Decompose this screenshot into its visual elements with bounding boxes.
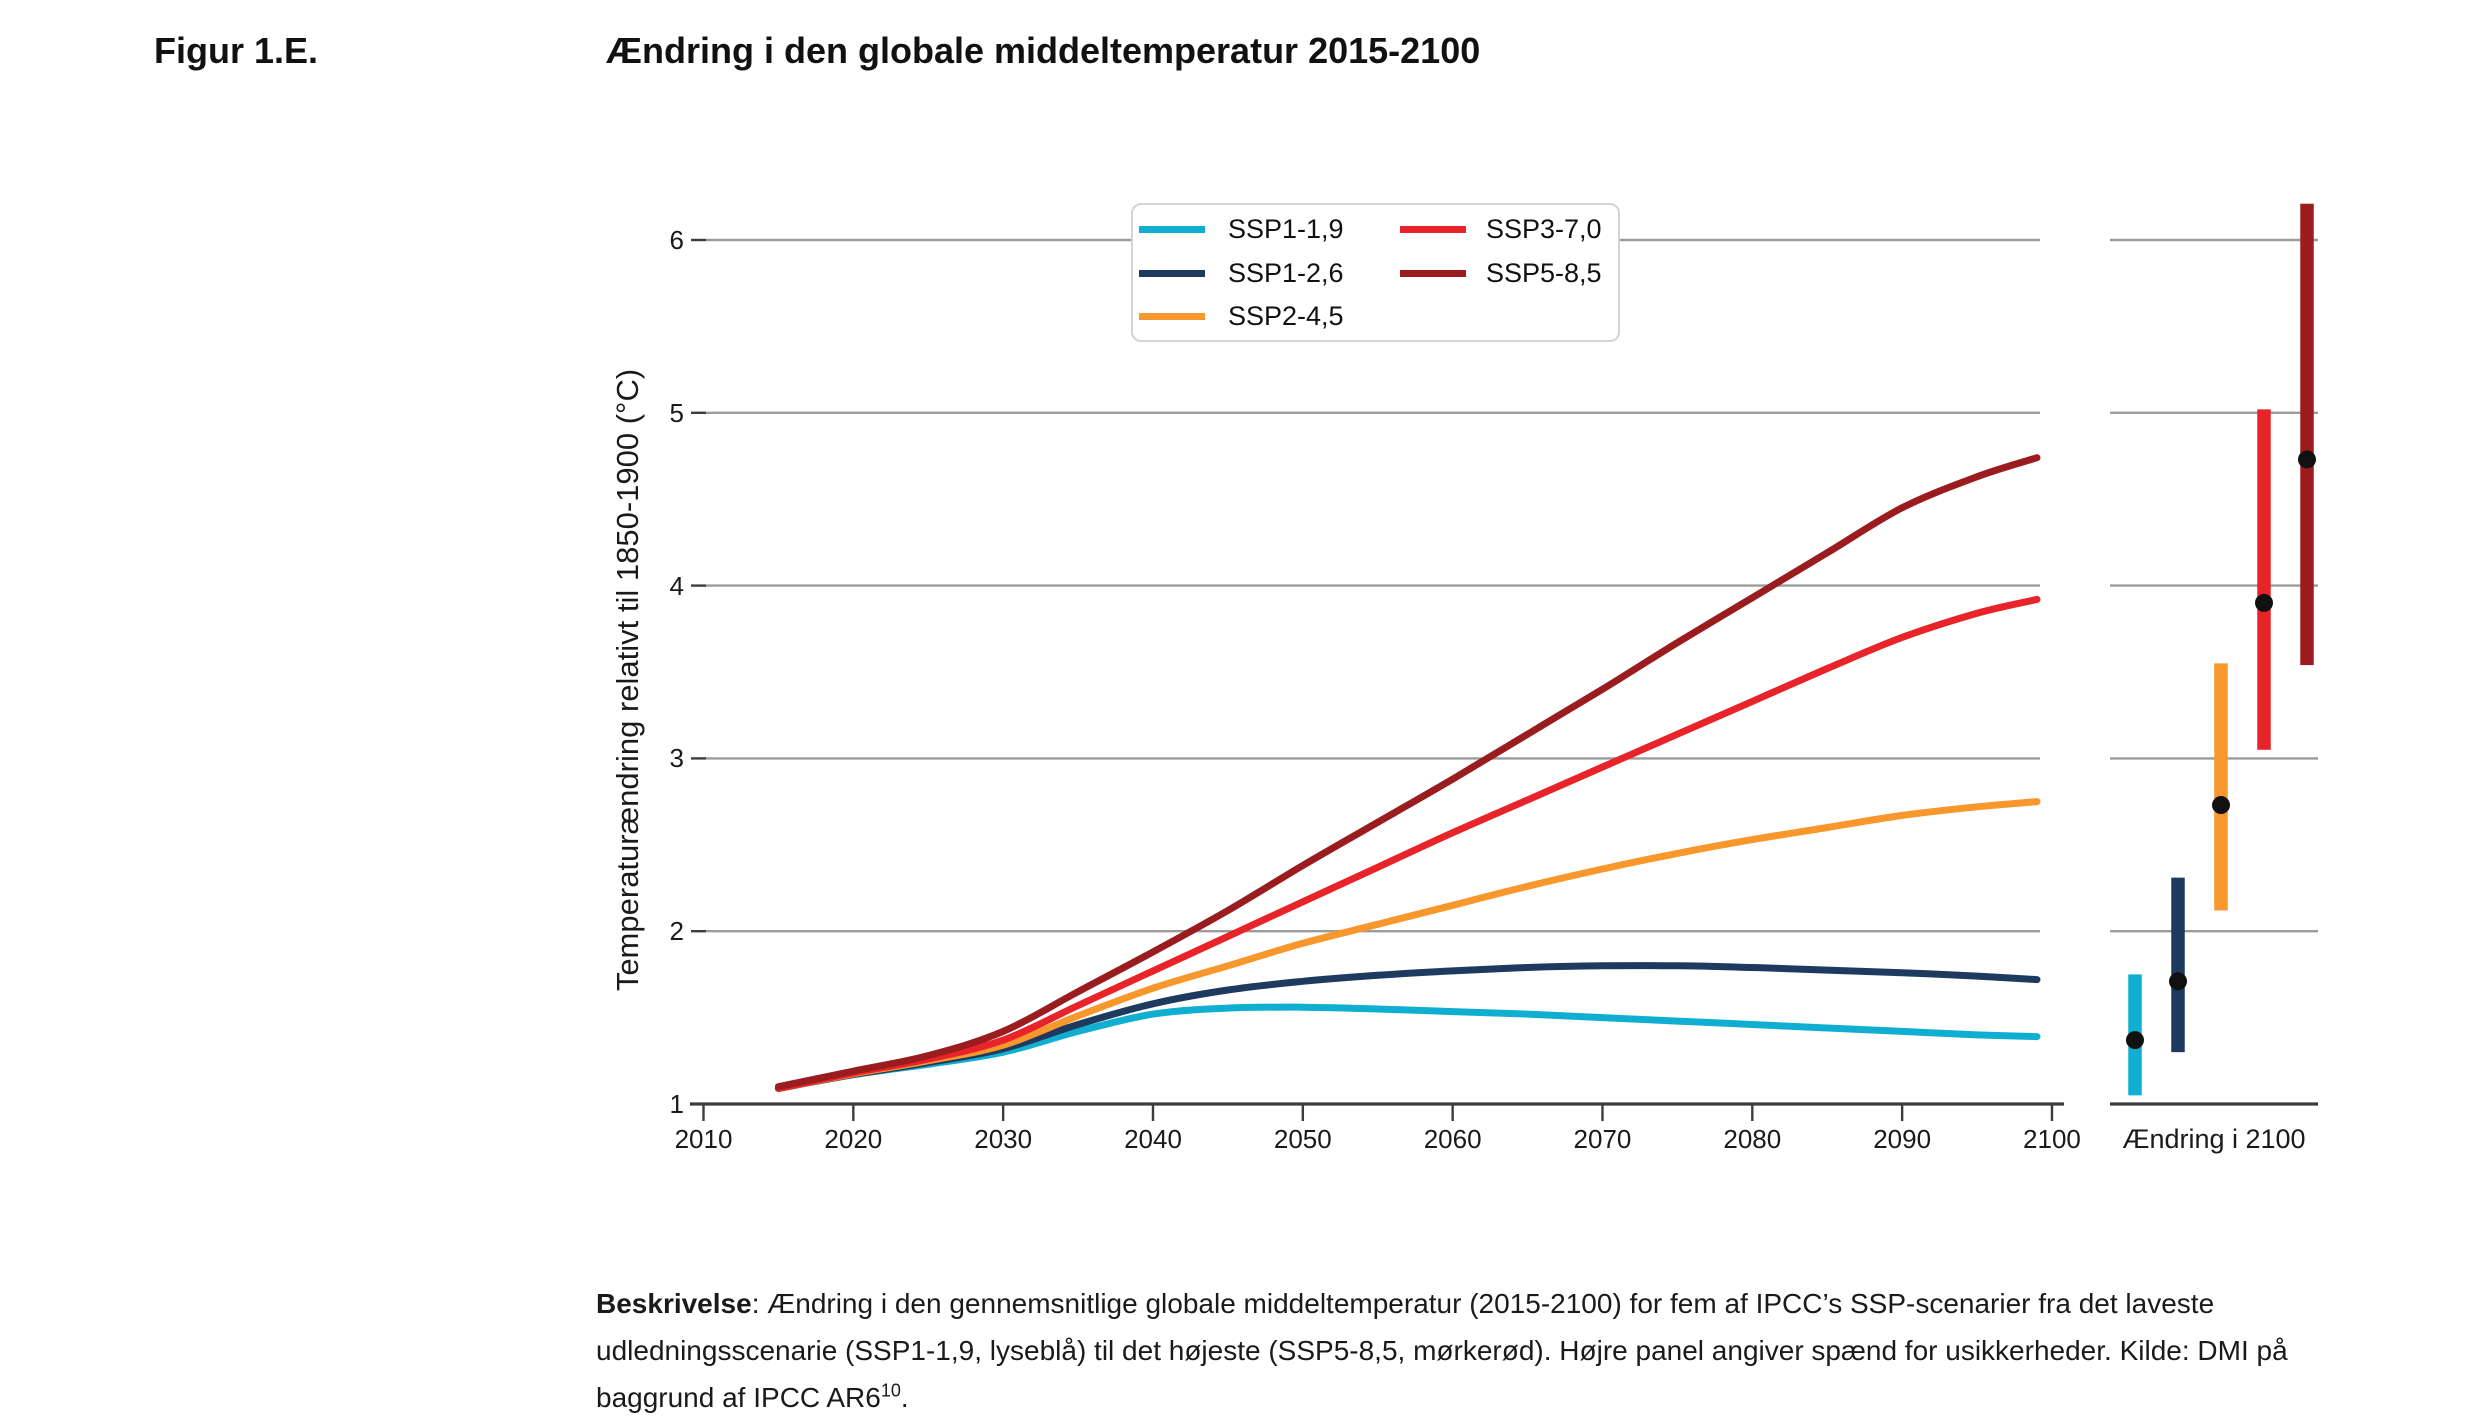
y-tick-label-3: 3 [669, 743, 684, 774]
description-line-1-text: : Ændring i den gennemsnitlige globale m… [751, 1288, 2215, 1319]
legend-swatch-SSP1-1,9 [1139, 226, 1205, 233]
x-tick-label-2060: 2060 [1423, 1124, 1482, 1154]
y-axis-title: Temperaturændring relativt til 1850-1900… [610, 368, 645, 992]
uncertainty-bar-SSP5-8,5 [2300, 203, 2314, 666]
y-tick-label-4: 4 [669, 570, 684, 601]
y-tick-label-6: 6 [669, 225, 684, 255]
description-line-1: Beskrivelse: Ændring i den gennemsnitlig… [596, 1280, 2376, 1327]
x-tick-label-2080: 2080 [1723, 1124, 1782, 1154]
figure-label: Figur 1.E. [154, 30, 319, 71]
series-line-SSP5-8,5 [774, 454, 2041, 1091]
series-line-SSP3-7,0 [774, 595, 2041, 1092]
figure-title: Ændring i den globale middeltemperatur 2… [606, 30, 1481, 71]
legend-label-SSP1-2,6: SSP1-2,6 [1228, 257, 1344, 288]
y-tick-label-1: 1 [669, 1089, 684, 1119]
chart-legend: SSP1-1,9 SSP1-2,6 SSP2-4,5 SSP3-7,0 SSP5-8,5 [1131, 203, 1620, 342]
x-tick-label-2050: 2050 [1273, 1124, 1332, 1154]
legend-label-SSP1-1,9: SSP1-1,9 [1228, 214, 1344, 244]
x-tick-label-2070: 2070 [1573, 1124, 1632, 1154]
legend-swatch-SSP5-8,5 [1400, 269, 1466, 277]
best-estimate-dot-SSP2-4,5 [2212, 796, 2230, 815]
footnote-marker: 10 [880, 1380, 901, 1401]
uncertainty-bar-SSP3-7,0 [2257, 409, 2271, 750]
x-tick-label-2020: 2020 [824, 1124, 883, 1154]
x-tick-label-2030: 2030 [974, 1124, 1033, 1154]
uncertainty-bar-SSP2-4,5 [2214, 663, 2228, 911]
x-tick-label-2010: 2010 [674, 1124, 733, 1154]
y-tick-label-2: 2 [669, 916, 684, 947]
legend-swatch-SSP1-2,6 [1139, 269, 1205, 277]
best-estimate-dot-SSP1-1,9 [2126, 1031, 2144, 1050]
legend-swatch-SSP3-7,0 [1400, 226, 1466, 233]
description-lead: Beskrivelse [596, 1288, 752, 1319]
y-tick-label-5: 5 [669, 397, 684, 428]
legend-swatch-SSP2-4,5 [1139, 313, 1205, 320]
legend-label-SSP5-8,5: SSP5-8,5 [1486, 257, 1602, 288]
best-estimate-dot-SSP5-8,5 [2298, 450, 2316, 469]
description-line-3: baggrund af IPCC AR610. [596, 1380, 909, 1413]
series-line-SSP2-4,5 [774, 798, 2041, 1092]
x-tick-label-2040: 2040 [1124, 1124, 1182, 1154]
best-estimate-dot-SSP1-2,6 [2169, 972, 2187, 991]
legend-label-SSP2-4,5: SSP2-4,5 [1228, 301, 1344, 331]
uncertainty-bar-SSP1-2,6 [2171, 877, 2185, 1053]
best-estimate-dot-SSP3-7,0 [2255, 593, 2273, 612]
x-tick-label-2100: 2100 [2023, 1124, 2081, 1154]
x-tick-label-2090: 2090 [1873, 1124, 1932, 1154]
right-panel-axis-label: Ændring i 2100 [2122, 1124, 2306, 1154]
description-line-2: udledningsscenarie (SSP1-1,9, lyseblå) t… [596, 1335, 2288, 1366]
figure-description: Beskrivelse: Ændring i den gennemsnitlig… [596, 1280, 2376, 1417]
legend-label-SSP3-7,0: SSP3-7,0 [1486, 214, 1602, 244]
